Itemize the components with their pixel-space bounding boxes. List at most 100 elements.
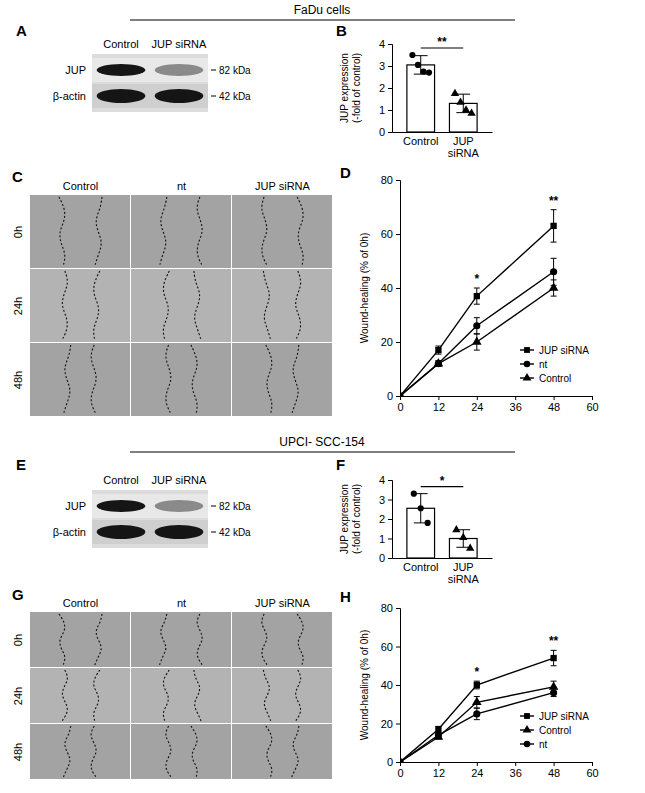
y-axis-tick: 0 (379, 126, 392, 138)
size-dash (211, 506, 216, 507)
row-label: 24h (12, 687, 24, 705)
significance-label: ** (549, 634, 559, 648)
wound-edge (94, 271, 100, 340)
y-axis-tick: 2 (379, 513, 392, 525)
legend-marker (524, 361, 531, 368)
error-cap (474, 333, 480, 334)
data-point (550, 268, 557, 275)
blot-band (155, 525, 204, 539)
y-axis: 01234 (379, 38, 393, 138)
row-label: 24h (12, 297, 24, 315)
wound-edge (292, 726, 299, 777)
wound-edge (297, 197, 303, 266)
micrograph (30, 343, 130, 416)
data-point (418, 505, 424, 511)
y-axis-tick-mark (388, 66, 392, 67)
x-axis-tick-label: 12 (433, 767, 445, 779)
y-axis-title: JUP expression(-fold of control) (339, 484, 362, 554)
x-axis-tick: 36 (510, 396, 522, 413)
data-point (466, 543, 474, 550)
x-axis-tick: 12 (433, 762, 445, 779)
panel-letter: C (12, 168, 23, 185)
micrograph (232, 195, 332, 268)
text-line: JUP (453, 561, 474, 573)
blot-band (97, 64, 146, 76)
blot-panel: EControlJUP siRNAJUP82 kDaβ-actin42 kDa (16, 456, 251, 548)
y-axis-tick: 4 (379, 474, 392, 486)
data-point (400, 758, 404, 762)
row-label: 48h (12, 743, 24, 761)
text-line: JUP siRNA (152, 474, 207, 486)
micrograph (232, 612, 332, 667)
data-point (472, 697, 482, 705)
y-axis-title: Wound-healing (% of 0h) (359, 630, 370, 740)
x-axis-tick: 48 (548, 396, 560, 413)
wound-edge (163, 271, 169, 340)
error-bar (456, 94, 470, 112)
legend-item: JUP siRNA (520, 345, 589, 356)
panel-letter: E (16, 456, 26, 473)
y-axis-tick: 0 (387, 390, 400, 402)
image-panel: GControlntJUP siRNA0h24h48h (12, 586, 332, 779)
column-head: nt (177, 180, 186, 192)
x-axis-tick-label: 0 (397, 767, 403, 779)
y-axis-tick-label: 3 (379, 60, 385, 72)
legend-item: JUP siRNA (520, 711, 589, 722)
y-axis-tick-mark (396, 724, 400, 725)
panel-letter: G (12, 586, 24, 603)
wound-edge (160, 197, 167, 266)
error-cap (456, 94, 470, 95)
x-axis-tick: 24 (471, 396, 483, 413)
wound-edge (62, 670, 67, 721)
x-axis-tick-mark (592, 762, 593, 766)
y-axis-tick: 1 (379, 533, 392, 545)
wound-edge (95, 197, 102, 266)
wound-edge (297, 614, 303, 665)
protein-label: β-actin (53, 526, 86, 538)
y-axis-tick-mark (396, 647, 400, 648)
data-point (550, 689, 557, 696)
x-axis-tick: 0 (397, 762, 403, 779)
error-cap (551, 650, 557, 651)
y-axis-tick-label: 0 (379, 126, 385, 138)
wound-edge (194, 670, 201, 721)
panel-letter: D (340, 164, 351, 181)
data-point (456, 97, 464, 104)
wound-edge (266, 726, 272, 777)
y-axis-tick-mark (396, 685, 400, 686)
error-bar (551, 689, 557, 697)
series-line (400, 687, 554, 762)
y-axis-tick-label: 2 (379, 513, 385, 525)
column-head: JUP siRNA (255, 597, 310, 609)
y-axis-line (396, 609, 401, 763)
y-axis-tick: 1 (379, 104, 392, 116)
column-head: Control (63, 180, 98, 192)
wound-edge (296, 670, 301, 721)
data-point (434, 358, 444, 366)
legend-label: nt (539, 359, 548, 370)
x-axis-tick-mark (438, 396, 439, 400)
x-axis-line (393, 558, 493, 559)
error-cap (474, 681, 480, 682)
legend-item: nt (520, 359, 548, 370)
wound-edge (296, 271, 301, 340)
micrograph (131, 724, 231, 779)
x-axis-tick: 60 (586, 762, 598, 779)
blot-background (92, 54, 208, 112)
legend-label: Control (539, 725, 571, 736)
x-axis-tick: 48 (548, 762, 560, 779)
x-axis-tick-label: 24 (471, 767, 483, 779)
y-axis: 01234 (379, 474, 393, 564)
wound-edge (63, 726, 70, 777)
micrograph (30, 612, 130, 667)
text-line: (-fold of control) (351, 484, 362, 554)
series-line (400, 693, 554, 762)
x-axis-tick-mark (477, 396, 478, 400)
y-axis-tick: 3 (379, 60, 392, 72)
section-header: FaDu cells (130, 3, 515, 20)
data-point (409, 52, 415, 58)
size-dash (211, 532, 216, 533)
y-axis-title: Wound-healing (% of 0h) (359, 233, 370, 343)
error-bar (551, 650, 557, 665)
x-axis: 01224364860 (397, 762, 598, 779)
